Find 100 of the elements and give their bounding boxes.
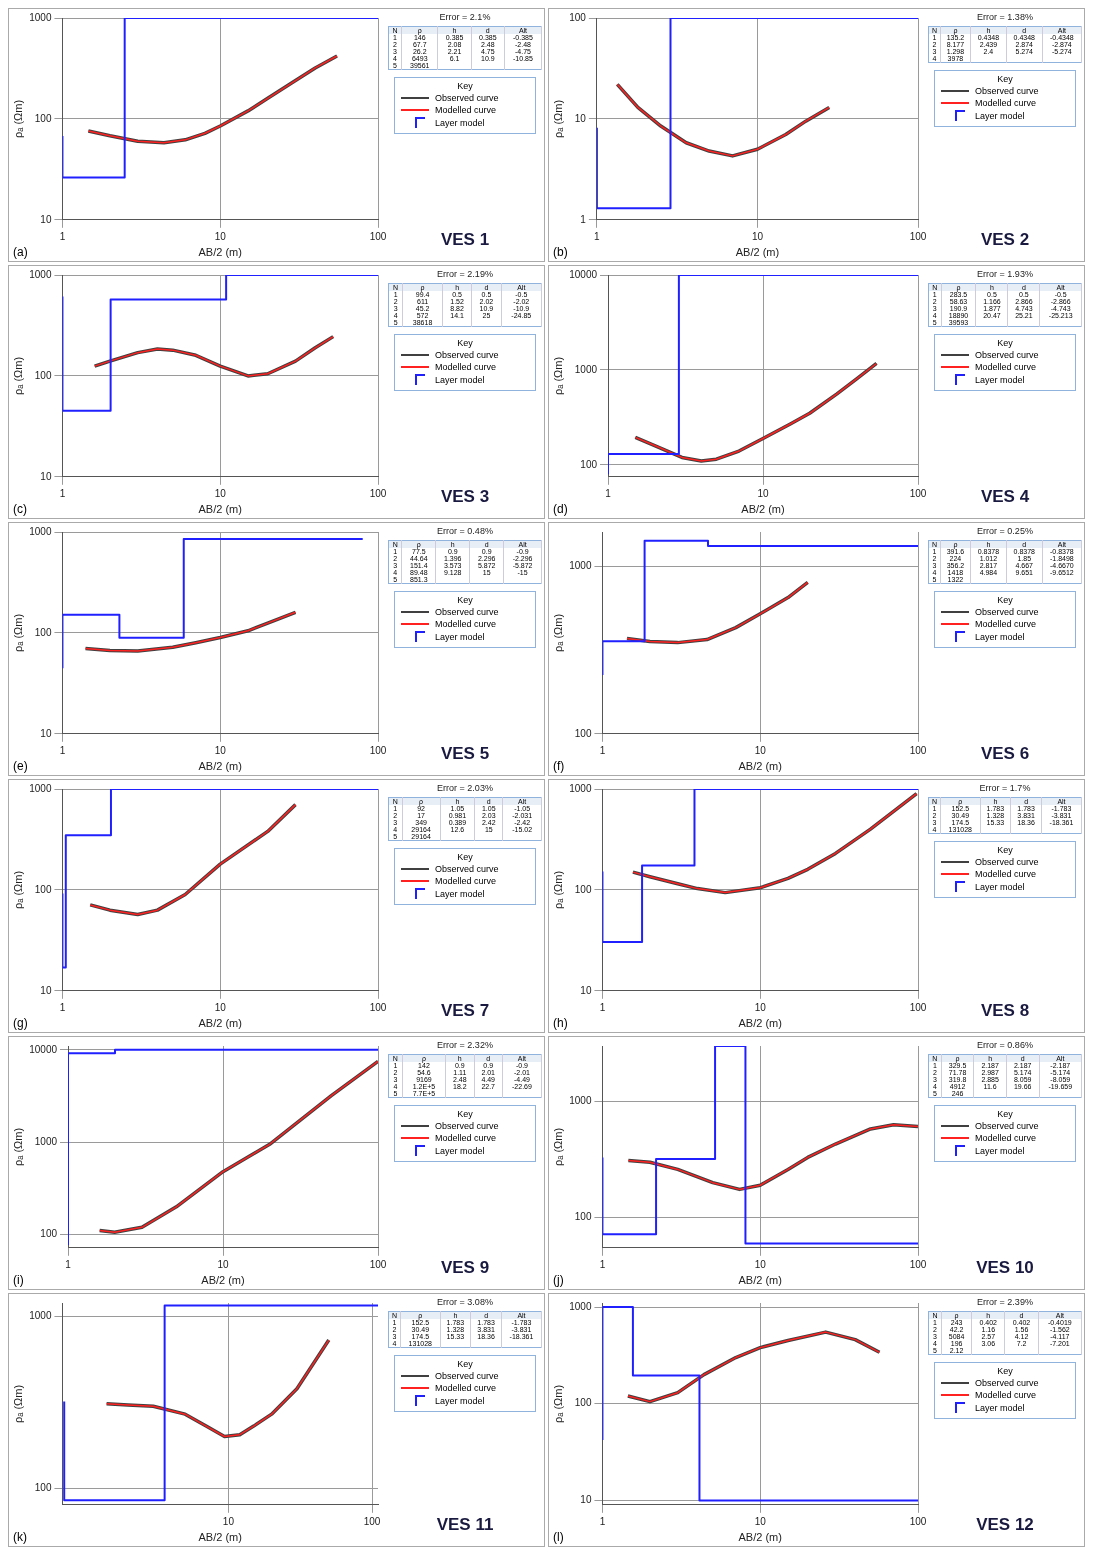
y-tick-label: 10000: [29, 1043, 58, 1055]
y-tick-label: 1: [580, 213, 587, 225]
legend-label: Layer model: [975, 881, 1025, 892]
y-tick-label: 1000: [29, 1310, 52, 1322]
y-tick-label: 1000: [569, 1300, 592, 1312]
legend-label: Layer model: [975, 374, 1025, 385]
y-tick-label: 100: [34, 883, 52, 895]
text: (b): [553, 245, 568, 259]
y-axis-title: ρₐ (Ωm): [551, 356, 564, 395]
x-tick-label: 100: [909, 1001, 927, 1013]
x-tick-label: 10: [214, 230, 227, 242]
x-tick-label: 10: [214, 487, 227, 499]
x-tick-label: 100: [369, 230, 387, 242]
x-tick-label: 10: [217, 1258, 229, 1270]
y-tick-label: 100: [40, 1228, 58, 1240]
legend-label: Layer model: [435, 1145, 485, 1156]
legend-label: Modelled curve: [975, 619, 1037, 629]
y-tick-label: 10000: [569, 268, 598, 280]
y-axis-title: ρₐ (Ωm): [551, 1127, 564, 1166]
y-axis-title: ρₐ (Ωm): [11, 1127, 24, 1166]
x-tick-label: 1: [599, 1258, 606, 1270]
text: (g): [13, 1016, 28, 1030]
x-tick-label: 100: [369, 487, 387, 499]
x-tick-label: 1: [605, 487, 612, 499]
x-tick-label: 1: [599, 1515, 606, 1527]
x-tick-label: 1: [59, 744, 66, 756]
text: Error = 2.39%: [977, 1296, 1033, 1307]
legend-label: Layer model: [435, 374, 485, 385]
text: VES 6: [980, 744, 1030, 764]
y-axis-title: ρₐ (Ωm): [551, 870, 564, 909]
y-tick-label: 10: [40, 727, 52, 739]
legend-label: Layer model: [435, 117, 485, 128]
x-tick-label: 10: [754, 1515, 767, 1527]
x-tick-label: 1: [599, 744, 606, 756]
y-tick-label: 10: [580, 984, 592, 996]
x-tick-label: 1: [59, 487, 66, 499]
text: Error = 1.38%: [977, 11, 1033, 22]
y-axis-title: ρₐ (Ωm): [11, 99, 24, 138]
y-tick-label: 1000: [29, 525, 52, 537]
x-tick-label: 10: [754, 1001, 767, 1013]
text: Error = 2.1%: [439, 11, 491, 22]
legend-label: Modelled curve: [975, 362, 1037, 372]
y-tick-label: 1000: [569, 559, 592, 571]
legend-title: Key: [996, 1366, 1014, 1376]
legend-title: Key: [996, 595, 1014, 605]
legend-label: Layer model: [975, 1402, 1025, 1413]
text: Error = 0.48%: [437, 525, 493, 536]
y-tick-label: 100: [574, 1211, 592, 1223]
y-axis-title: ρₐ (Ωm): [11, 613, 24, 652]
y-tick-label: 1000: [569, 782, 592, 794]
legend-title: Key: [996, 74, 1014, 84]
text: (k): [13, 1530, 27, 1544]
y-axis-title: ρₐ (Ωm): [11, 870, 24, 909]
x-tick-label: 100: [909, 230, 927, 242]
text: (h): [553, 1016, 568, 1030]
text: Error = 0.25%: [977, 525, 1033, 536]
legend-label: Observed curve: [435, 864, 499, 874]
y-axis-title: ρₐ (Ωm): [551, 99, 564, 138]
legend-label: Modelled curve: [435, 362, 497, 372]
y-axis-title: ρₐ (Ωm): [11, 1384, 24, 1423]
text: VES 8: [980, 1001, 1030, 1021]
text: Error = 2.19%: [437, 268, 493, 279]
y-tick-label: 100: [34, 1481, 52, 1493]
x-tick-label: 100: [909, 487, 927, 499]
text: Error = 3.08%: [437, 1296, 493, 1307]
legend-label: Observed curve: [435, 1371, 499, 1381]
x-axis-title: AB/2 (m): [201, 1274, 245, 1287]
x-tick-label: 100: [369, 1001, 387, 1013]
text: VES 12: [976, 1515, 1034, 1535]
legend-label: Layer model: [975, 631, 1025, 642]
text: VES 4: [980, 487, 1030, 507]
text: (d): [553, 502, 568, 516]
legend-title: Key: [456, 1359, 474, 1369]
text: (j): [553, 1273, 564, 1287]
legend-title: Key: [456, 1109, 474, 1119]
text: Error = 2.03%: [437, 782, 493, 793]
x-axis-title: AB/2 (m): [198, 760, 242, 773]
text: VES 10: [976, 1258, 1034, 1278]
x-tick-label: 1: [65, 1258, 72, 1270]
text: (i): [13, 1273, 24, 1287]
x-tick-label: 100: [369, 1258, 387, 1270]
text: VES 1: [440, 230, 490, 250]
legend-title: Key: [456, 595, 474, 605]
legend-label: Layer model: [435, 1395, 485, 1406]
legend-label: Modelled curve: [975, 1390, 1037, 1400]
legend-label: Observed curve: [435, 350, 499, 360]
legend-label: Modelled curve: [435, 105, 497, 115]
x-axis-title: AB/2 (m): [198, 1017, 242, 1030]
x-tick-label: 1: [599, 1001, 606, 1013]
y-tick-label: 1000: [29, 782, 52, 794]
x-axis-title: AB/2 (m): [741, 503, 785, 516]
y-tick-label: 100: [34, 112, 52, 124]
legend-label: Observed curve: [435, 607, 499, 617]
x-tick-label: 1: [59, 230, 66, 242]
legend-label: Observed curve: [975, 350, 1039, 360]
x-tick-label: 10: [214, 744, 227, 756]
x-tick-label: 100: [363, 1515, 381, 1527]
x-axis-title: AB/2 (m): [198, 503, 242, 516]
y-tick-label: 10: [40, 213, 52, 225]
text: VES 9: [440, 1258, 490, 1278]
